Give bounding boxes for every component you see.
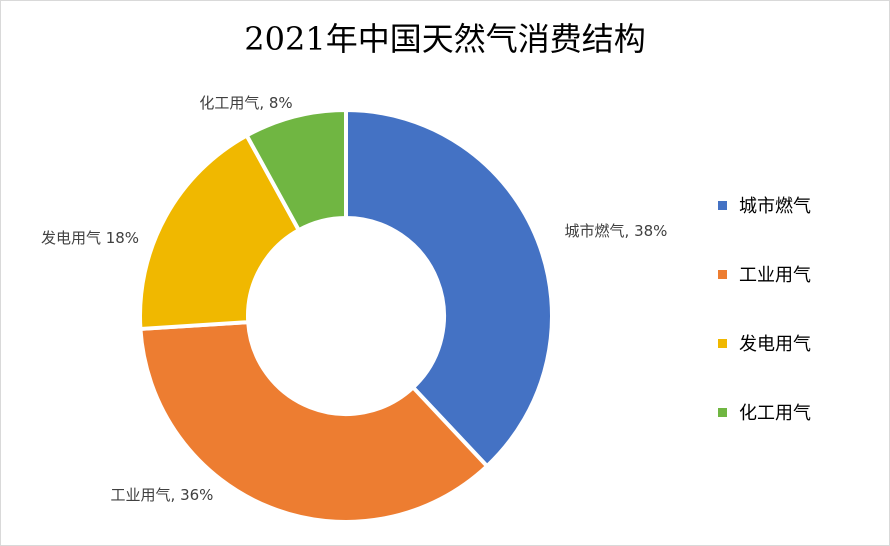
chart-title: 2021年中国天然气消费结构	[244, 20, 646, 58]
legend-label: 工业用气	[739, 265, 811, 286]
legend-swatch	[718, 200, 727, 210]
legend-item-city-gas: 城市燃气	[718, 188, 811, 222]
data-label-chemical-gas: 化工用气, 8%	[199, 94, 292, 112]
data-label-industrial-gas: 工业用气, 36%	[111, 486, 214, 504]
legend-swatch	[718, 338, 727, 348]
legend-swatch	[718, 407, 727, 417]
legend-item-power-gas: 发电用气	[718, 326, 811, 360]
legend-swatch	[718, 269, 727, 279]
legend-label: 化工用气	[739, 403, 811, 424]
legend-label: 发电用气	[739, 334, 811, 355]
slice-industrial-gas	[138, 320, 490, 525]
legend-label: 城市燃气	[739, 196, 811, 217]
legend-item-industrial-gas: 工业用气	[718, 257, 811, 291]
data-label-city-gas: 城市燃气, 38%	[565, 222, 668, 240]
data-label-power-gas: 发电用气 18%	[41, 229, 139, 247]
slice-city-gas	[344, 108, 554, 469]
slice-chemical-gas	[244, 108, 348, 233]
legend-item-chemical-gas: 化工用气	[718, 395, 811, 429]
chart-legend: 城市燃气工业用气发电用气化工用气	[718, 188, 811, 464]
slice-power-gas	[138, 133, 301, 331]
